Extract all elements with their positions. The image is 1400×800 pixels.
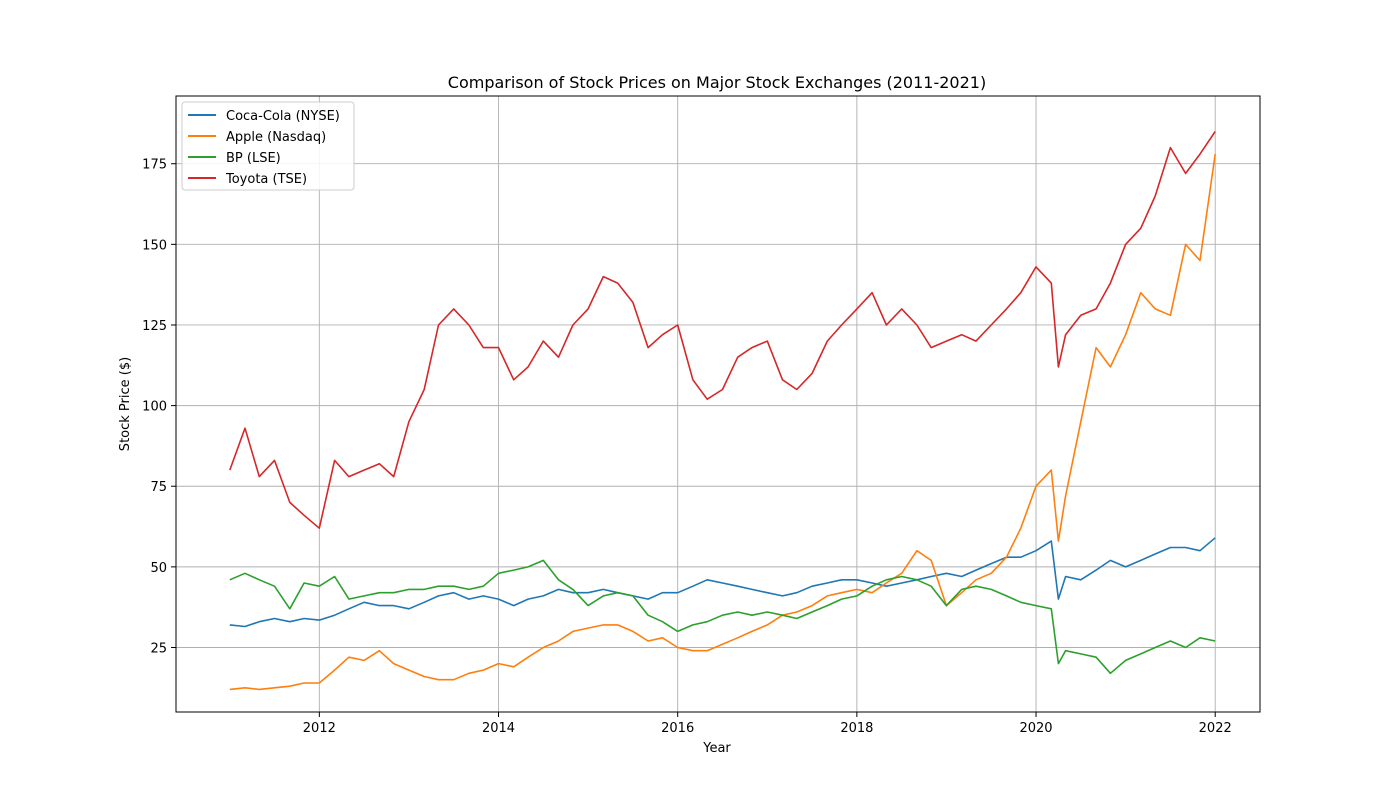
series-line-bp-lse [229, 559, 1216, 675]
x-axis-label: Year [702, 741, 731, 756]
grid [176, 96, 1260, 712]
chart-title: Comparison of Stock Prices on Major Stoc… [448, 73, 986, 92]
y-axis: 25 50 75 100 125 150 175 [142, 158, 176, 656]
legend-label: Coca-Cola (NYSE) [226, 109, 340, 124]
legend: Coca-Cola (NYSE) Apple (Nasdaq) BP (LSE) To… [181, 101, 355, 191]
y-tick-label: 175 [142, 158, 167, 173]
y-tick-label: 75 [150, 480, 167, 495]
legend-box [181, 101, 355, 191]
series-line-apple-nasdaq [229, 153, 1216, 691]
y-axis-label: Stock Price ($) [118, 357, 133, 451]
x-tick-label: 2018 [840, 721, 873, 736]
legend-label: Apple (Nasdaq) [226, 130, 326, 145]
y-tick-label: 50 [150, 561, 167, 576]
legend-label: BP (LSE) [226, 151, 281, 166]
series-line-coca-cola-nyse [229, 537, 1216, 628]
x-tick-label: 2012 [303, 721, 336, 736]
legend-label: Toyota (TSE) [225, 172, 307, 187]
y-tick-label: 125 [142, 319, 167, 334]
x-tick-label: 2016 [661, 721, 694, 736]
y-tick-label: 150 [142, 238, 167, 253]
y-tick-label: 25 [150, 641, 167, 656]
x-tick-label: 2014 [482, 721, 515, 736]
y-tick-label: 100 [142, 400, 167, 415]
x-tick-label: 2022 [1199, 721, 1232, 736]
series-group [229, 131, 1216, 691]
x-tick-label: 2020 [1019, 721, 1052, 736]
series-line-toyota-tse [229, 131, 1216, 530]
plot-frame [175, 95, 1261, 713]
x-axis: 2012 2014 2016 2018 2020 2022 [303, 712, 1232, 736]
